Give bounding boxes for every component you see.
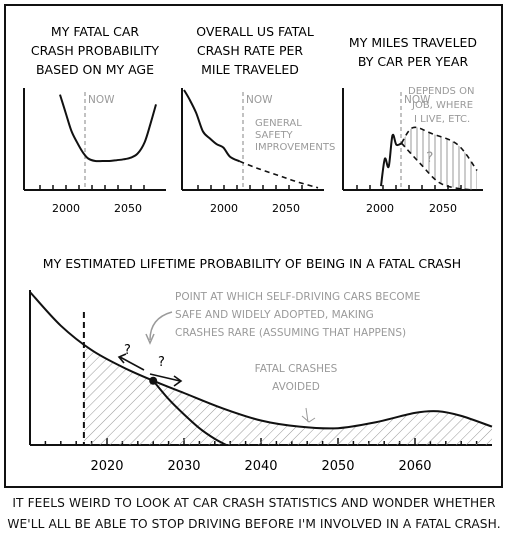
main-xtick-label: 2060 bbox=[398, 459, 431, 474]
avoided-label-line1: FATAL CRASHES bbox=[255, 363, 338, 375]
chart3-annot-line2: JOB, WHERE bbox=[411, 100, 473, 111]
chart1-ticks bbox=[39, 185, 145, 190]
caption-line1: IT FEELS WEIRD TO LOOK AT CAR CRASH STAT… bbox=[12, 496, 496, 510]
self-driving-drop-line bbox=[152, 380, 227, 446]
chart2-title-line2: CRASH RATE PER bbox=[197, 43, 303, 58]
question-arrow-right bbox=[149, 373, 181, 382]
chart-lifetime-probability: MY ESTIMATED LIFETIME PROBABILITY OF BEI… bbox=[29, 256, 493, 474]
chart3-uncertainty-fill bbox=[401, 127, 477, 190]
main-xtick-label: 2040 bbox=[244, 459, 277, 474]
chart-miles-traveled: MY MILES TRAVELED BY CAR PER YEAR NOW DE… bbox=[342, 35, 483, 215]
main-annot-line3: CRASHES RARE (ASSUMING THAT HAPPENS) bbox=[175, 327, 406, 339]
chart1-title-line3: BASED ON MY AGE bbox=[36, 62, 154, 77]
main-chart-title: MY ESTIMATED LIFETIME PROBABILITY OF BEI… bbox=[43, 256, 461, 271]
chart2-title-line1: OVERALL US FATAL bbox=[196, 24, 314, 39]
chart3-title-line1: MY MILES TRAVELED bbox=[349, 35, 477, 50]
chart-age-probability: MY FATAL CAR CRASH PROBABILITY BASED ON … bbox=[23, 24, 166, 215]
avoided-pointer-mark bbox=[301, 407, 316, 423]
chart3-xtick-2050: 2050 bbox=[429, 202, 457, 215]
chart1-line bbox=[59, 94, 157, 163]
chart2-projected-line bbox=[239, 160, 319, 189]
chart2-xtick-2000: 2000 bbox=[210, 202, 238, 215]
annotation-arrow bbox=[149, 311, 173, 341]
chart2-xtick-2050: 2050 bbox=[272, 202, 300, 215]
chart3-now-label: NOW bbox=[404, 94, 431, 106]
main-x-tick-labels: 2020 2030 2040 2050 2060 bbox=[90, 459, 431, 474]
question-mark-left: ? bbox=[124, 343, 131, 358]
chart3-question-mark: ? bbox=[426, 150, 433, 166]
comic-panel-frame bbox=[4, 4, 503, 488]
caption-line2: WE'LL ALL BE ABLE TO STOP DRIVING BEFORE… bbox=[7, 517, 501, 531]
chart1-now-label: NOW bbox=[88, 94, 115, 106]
question-mark-right: ? bbox=[158, 355, 165, 370]
main-annot-line2: SAFE AND WIDELY ADOPTED, MAKING bbox=[175, 309, 374, 321]
crashes-avoided-hatch bbox=[83, 344, 493, 445]
chart1-title-line1: MY FATAL CAR bbox=[51, 24, 139, 39]
chart2-annot-line1: GENERAL bbox=[255, 118, 302, 129]
chart3-title-line2: BY CAR PER YEAR bbox=[358, 54, 469, 69]
chart3-annot-line1: DEPENDS ON bbox=[408, 86, 474, 97]
main-xtick-label: 2050 bbox=[321, 459, 354, 474]
chart3-annot-line3: I LIVE, ETC. bbox=[414, 114, 470, 125]
chart2-annot-line2: SAFETY bbox=[255, 130, 294, 141]
chart2-now-label: NOW bbox=[246, 94, 273, 106]
main-xtick-label: 2030 bbox=[167, 459, 200, 474]
question-arrowhead-right bbox=[173, 375, 183, 387]
chart2-title-line3: MILE TRAVELED bbox=[201, 62, 299, 77]
chart2-ticks bbox=[197, 185, 303, 190]
question-arrow-left bbox=[119, 356, 145, 371]
main-annot-line1: POINT AT WHICH SELF-DRIVING CARS BECOME bbox=[175, 291, 420, 303]
avoided-label-line2: AVOIDED bbox=[272, 381, 320, 393]
chart2-annot-line3: IMPROVEMENTS bbox=[255, 142, 335, 153]
comic-caption: IT FEELS WEIRD TO LOOK AT CAR CRASH STAT… bbox=[0, 493, 508, 535]
chart1-title-line2: CRASH PROBABILITY bbox=[31, 43, 160, 58]
chart3-upper-projection bbox=[400, 126, 478, 171]
self-driving-point bbox=[149, 376, 158, 385]
question-arrowhead-left bbox=[117, 353, 127, 364]
chart3-xtick-2000: 2000 bbox=[366, 202, 394, 215]
chart3-historic-line bbox=[380, 133, 402, 187]
chart2-historic-line bbox=[183, 89, 240, 163]
main-probability-line bbox=[29, 291, 493, 430]
annotation-arrowhead bbox=[145, 333, 155, 345]
chart1-xtick-2000: 2000 bbox=[52, 202, 80, 215]
chart1-xtick-2050: 2050 bbox=[114, 202, 142, 215]
chart-us-crash-rate: OVERALL US FATAL CRASH RATE PER MILE TRA… bbox=[181, 24, 335, 215]
comic-chart-canvas: MY FATAL CAR CRASH PROBABILITY BASED ON … bbox=[23, 24, 493, 474]
main-xtick-label: 2020 bbox=[90, 459, 123, 474]
